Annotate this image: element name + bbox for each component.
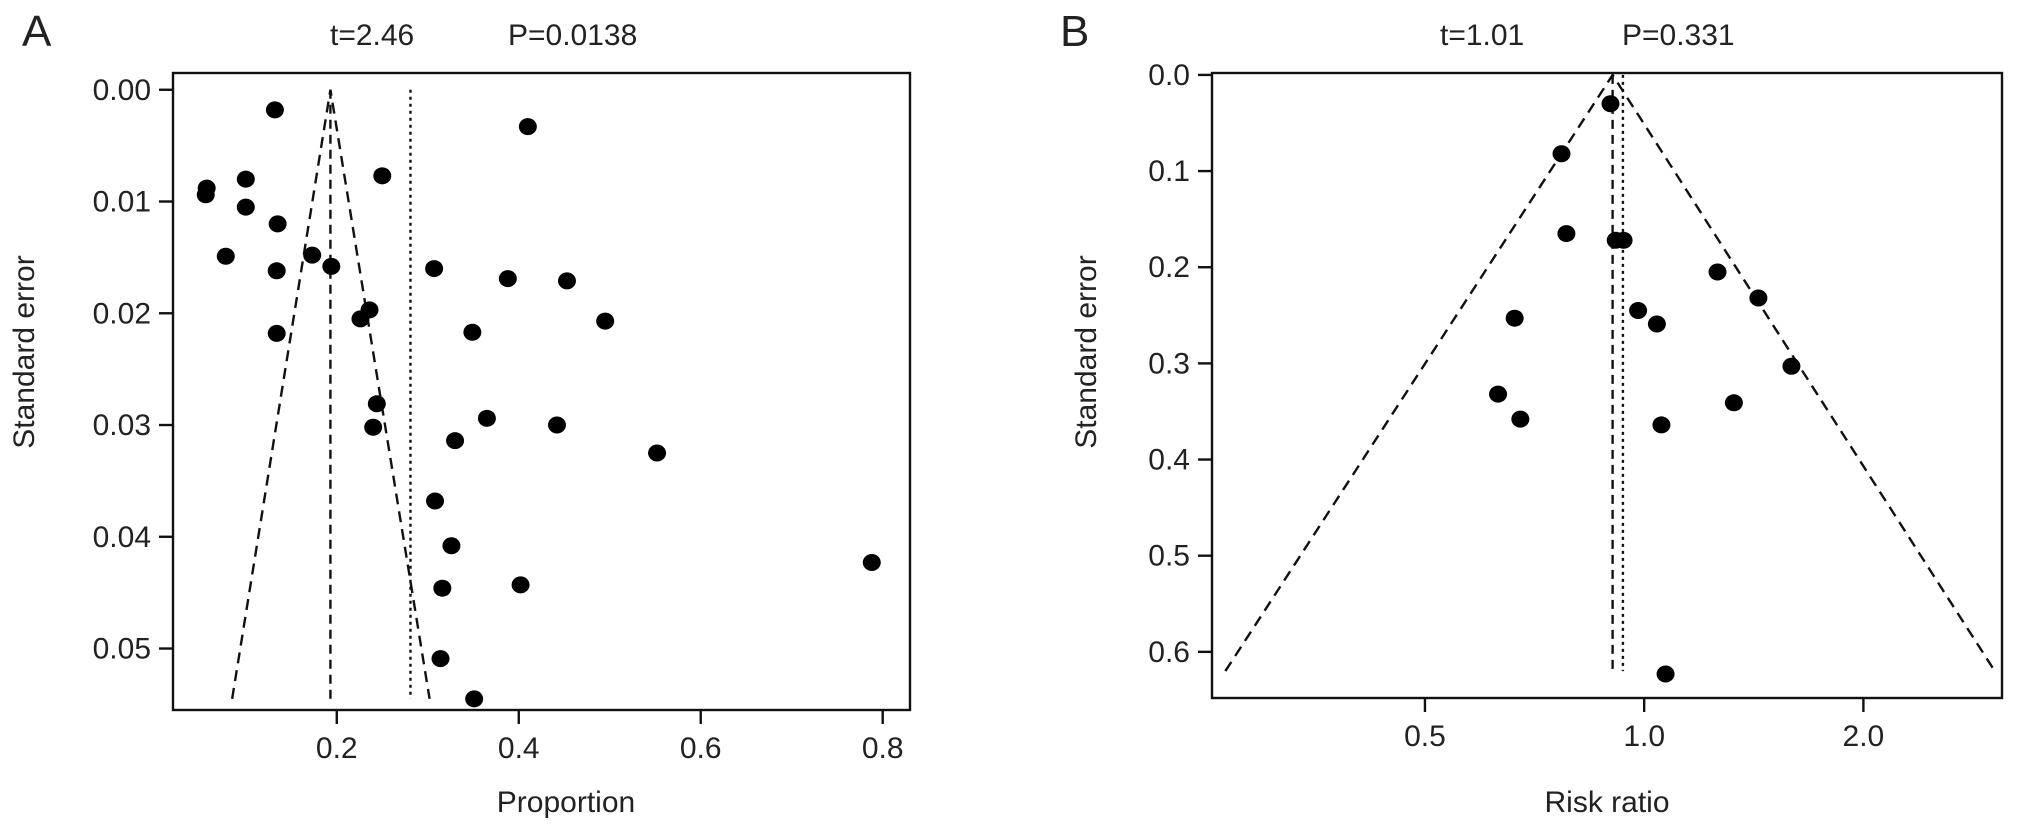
panel-b-points xyxy=(1489,95,1801,683)
study-point xyxy=(267,262,286,280)
x-tick-label: 0.4 xyxy=(498,732,540,765)
panel-a-points xyxy=(196,101,881,708)
study-point xyxy=(596,312,615,330)
panel-b-ticks: 0.5 1.0 2.0 0.0 0.1 0.2 0.3 0.4 0.5 0.6 xyxy=(1148,59,1884,753)
y-tick-label: 0.00 xyxy=(93,74,151,107)
study-point xyxy=(1557,225,1576,243)
study-point xyxy=(426,492,445,510)
study-point xyxy=(446,432,465,450)
y-tick-label: 0.05 xyxy=(93,633,151,666)
funnel-boundary-line xyxy=(1224,72,1996,672)
study-point xyxy=(1724,394,1743,412)
study-point xyxy=(425,260,444,278)
study-point xyxy=(862,553,881,571)
study-point xyxy=(265,101,284,119)
study-point xyxy=(1601,95,1620,113)
study-point xyxy=(1749,289,1768,307)
y-tick-label: 0.02 xyxy=(93,297,151,330)
study-point xyxy=(367,395,386,413)
study-point xyxy=(1708,263,1727,281)
y-tick-label: 0.04 xyxy=(93,521,151,554)
panel-a: A t=2.46 P=0.0138 0.2 0.4 0.6 0.80.000.010.… xyxy=(8,7,912,819)
study-point xyxy=(216,247,235,265)
x-tick-label: 1.0 xyxy=(1623,720,1665,753)
panel-a-t-statistic: t=2.46 xyxy=(330,19,414,52)
y-tick-label: 0.2 xyxy=(1148,251,1190,284)
y-tick-label: 0.0 xyxy=(1148,59,1190,92)
y-tick-label: 0.01 xyxy=(93,186,151,219)
panel-b-y-axis-label: Standard error xyxy=(1070,255,1103,448)
study-point xyxy=(1505,309,1524,327)
study-point xyxy=(196,186,215,204)
study-point xyxy=(547,416,566,434)
panel-a-funnel-lines xyxy=(230,89,431,700)
panel-a-plot-frame xyxy=(171,71,912,712)
panel-a-x-axis-label: Proportion xyxy=(497,786,635,819)
y-tick-label: 0.1 xyxy=(1148,155,1190,188)
study-point xyxy=(267,324,286,342)
panel-b-p-value: P=0.331 xyxy=(1622,19,1735,52)
study-point xyxy=(463,323,482,341)
panel-b-funnel-lines xyxy=(1224,72,1996,672)
panel-b-plot-frame xyxy=(1210,71,2004,700)
x-tick-label: 0.5 xyxy=(1404,720,1446,753)
study-point xyxy=(477,409,496,427)
study-point xyxy=(518,118,537,136)
panel-a-p-value: P=0.0138 xyxy=(508,19,637,52)
study-point xyxy=(268,215,287,233)
study-point xyxy=(364,418,383,436)
study-point xyxy=(498,270,517,288)
panel-b: B t=1.01 P=0.331 0.5 1.0 2.00.00.10.20.30.… xyxy=(1060,7,2004,819)
study-point xyxy=(431,650,450,668)
study-point xyxy=(236,198,255,216)
study-point xyxy=(373,167,392,185)
study-point xyxy=(1629,302,1648,319)
study-point xyxy=(557,272,576,290)
study-point xyxy=(1782,357,1801,375)
study-point xyxy=(236,170,255,188)
y-tick-label: 0.4 xyxy=(1148,444,1190,477)
panel-b-x-axis-label: Risk ratio xyxy=(1544,786,1669,819)
y-tick-label: 0.5 xyxy=(1148,540,1190,573)
study-point xyxy=(442,537,461,555)
panel-a-ticks: 0.2 0.4 0.6 0.8 0.00 0.01 0.02 0.03 0.04 0.05 xyxy=(93,74,904,765)
x-tick-label: 0.6 xyxy=(680,732,722,765)
study-point xyxy=(648,444,667,462)
panel-a-letter: A xyxy=(22,7,52,56)
study-point xyxy=(465,690,484,708)
x-tick-label: 2.0 xyxy=(1843,720,1885,753)
x-tick-label: 0.8 xyxy=(862,732,904,765)
panel-b-letter: B xyxy=(1060,7,1089,56)
study-point xyxy=(303,246,322,264)
study-point xyxy=(351,310,370,328)
study-point xyxy=(433,579,452,597)
study-point xyxy=(1511,410,1530,428)
y-tick-label: 0.6 xyxy=(1148,636,1190,669)
y-tick-label: 0.03 xyxy=(93,409,151,442)
study-point xyxy=(1489,385,1508,403)
y-tick-label: 0.3 xyxy=(1148,347,1190,380)
study-point xyxy=(1656,665,1675,683)
study-point xyxy=(1614,231,1633,249)
study-point xyxy=(1652,416,1671,434)
study-point xyxy=(511,576,530,594)
study-point xyxy=(1647,315,1666,333)
study-point xyxy=(1552,145,1571,163)
x-tick-label: 0.2 xyxy=(316,732,358,765)
panel-b-t-statistic: t=1.01 xyxy=(1440,19,1524,52)
study-point xyxy=(322,257,341,275)
panel-a-y-axis-label: Standard error xyxy=(8,255,41,448)
